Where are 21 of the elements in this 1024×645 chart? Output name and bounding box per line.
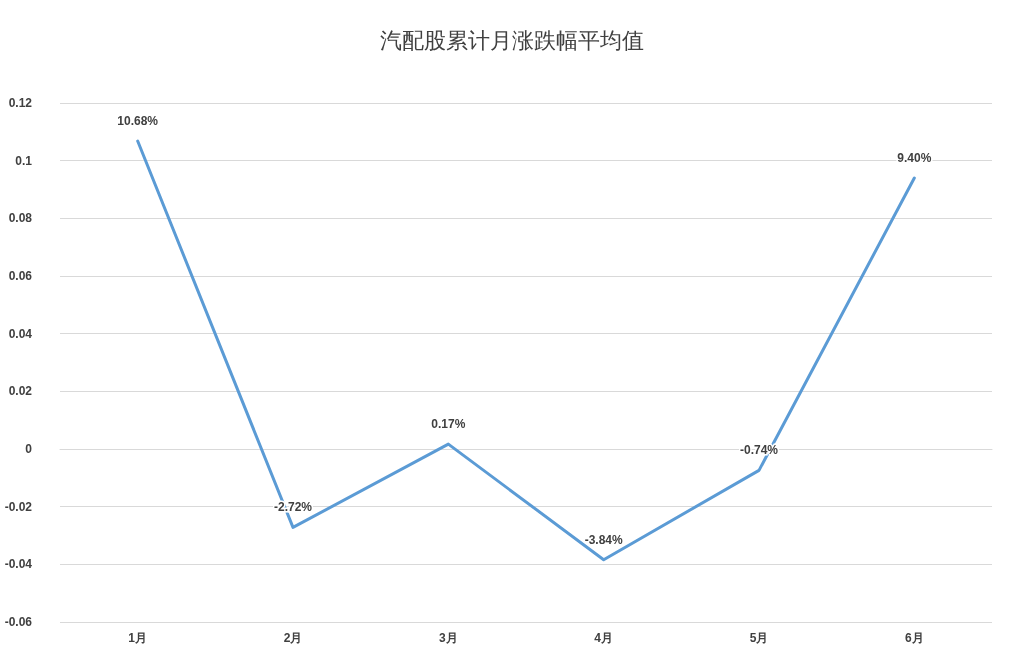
chart-title: 汽配股累计月涨跌幅平均值 <box>380 27 644 53</box>
data-label: 9.40% <box>897 150 932 165</box>
data-label: 10.68% <box>117 114 159 129</box>
x-tick-label: 4月 <box>594 631 614 645</box>
x-tick-label: 6月 <box>904 631 924 645</box>
x-tick-label: 2月 <box>283 631 303 645</box>
y-tick-label: -0.04 <box>4 557 33 572</box>
y-tick-label: 0 <box>25 442 33 456</box>
y-tick-label: 0.12 <box>8 96 33 110</box>
x-tick-label: 5月 <box>749 631 769 645</box>
y-tick-label: 0.08 <box>8 211 33 226</box>
y-tick-label: 0.04 <box>8 326 33 341</box>
y-tick-label: -0.06 <box>4 615 33 629</box>
y-tick-label: 0.06 <box>8 269 33 283</box>
data-label: -3.84% <box>584 532 623 547</box>
y-tick-label: 0.1 <box>15 153 33 168</box>
x-tick-label: 3月 <box>438 631 458 645</box>
y-tick-label: 0.02 <box>8 384 33 399</box>
y-tick-label: -0.02 <box>4 499 33 514</box>
data-label: 0.17% <box>431 417 466 432</box>
x-tick-label: 1月 <box>128 631 148 645</box>
